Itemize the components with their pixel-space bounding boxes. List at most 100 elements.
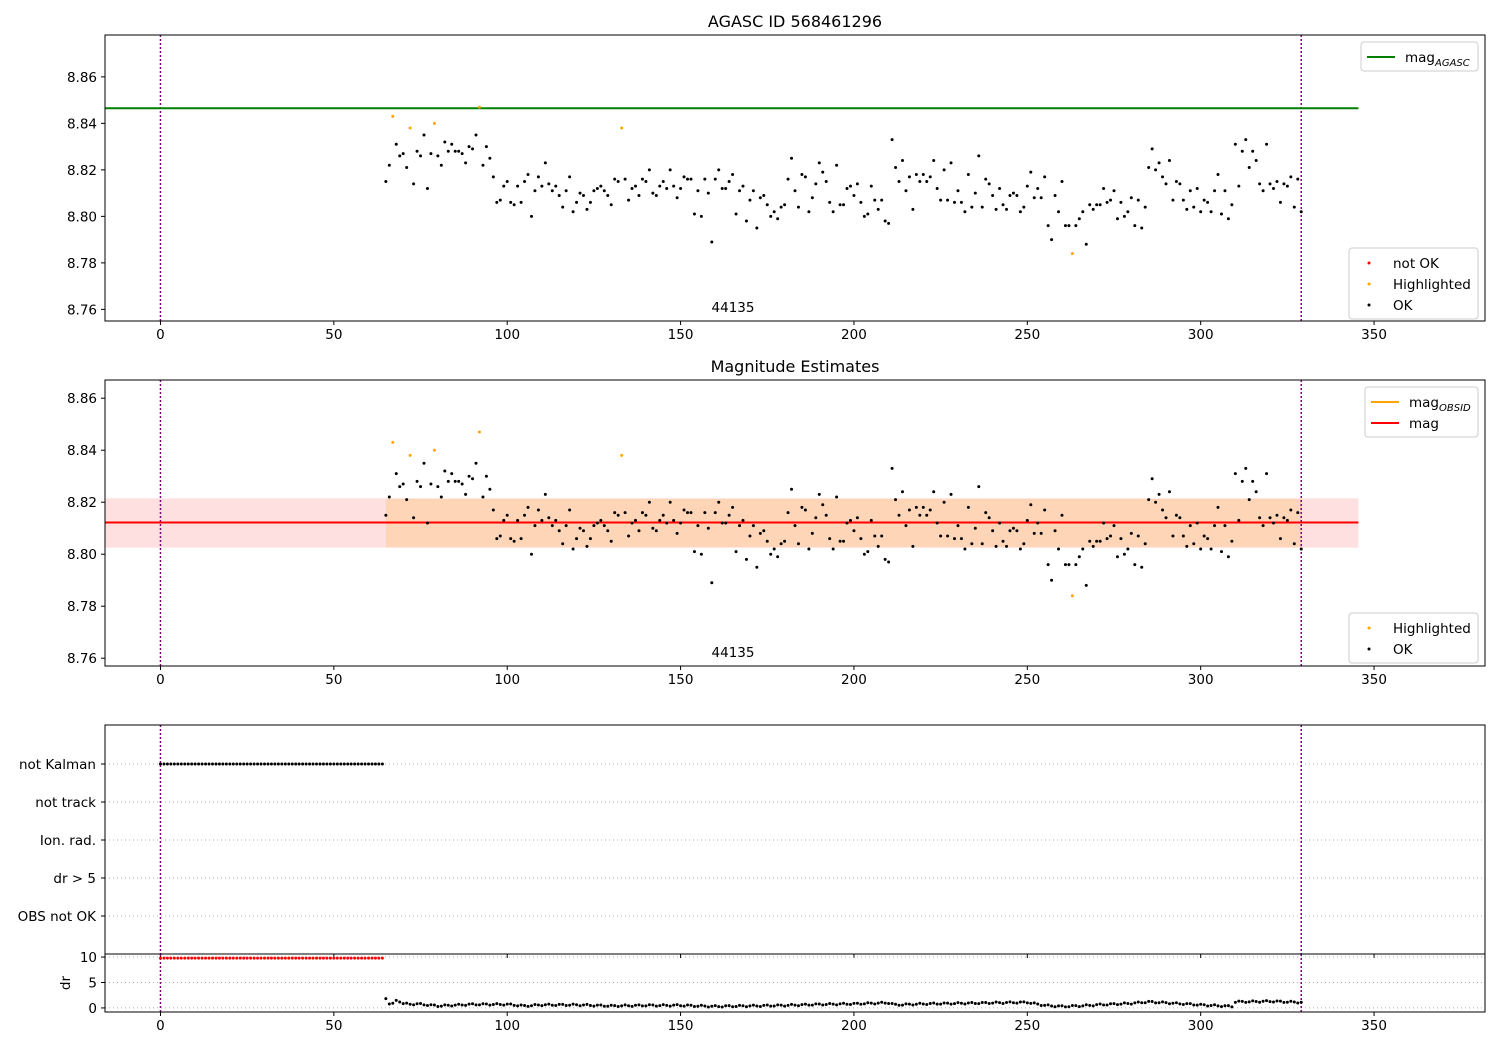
ok-point [828,537,832,541]
dr-point [998,1001,1002,1005]
ok-point [984,177,988,181]
dr-point [495,1002,499,1006]
ok-point [1268,516,1272,520]
highlighted-point [477,430,481,434]
ok-point [869,518,873,522]
dr-point [1126,1001,1130,1005]
dr-point [859,1002,863,1006]
ok-point [848,184,852,188]
ok-point [1230,539,1234,543]
ok-point [675,531,679,535]
ok-point [776,555,780,559]
ok-point [751,189,755,193]
dr-point [1015,1001,1019,1005]
not-kalman-point [373,762,377,766]
ok-point [550,189,554,193]
dr-point [1278,999,1282,1003]
ok-point [1032,196,1036,200]
flag-category-label: Ion. rad. [40,833,96,849]
ok-point [1174,513,1178,517]
dr-above-limit-point [325,956,329,960]
ok-point [1081,547,1085,551]
dr-point [1268,1000,1272,1004]
dr-point [1119,1002,1123,1006]
ok-point [744,219,748,223]
ok-point [536,508,540,512]
ok-point [831,210,835,214]
x-tick-label: 350 [1361,672,1387,688]
ok-point [1105,537,1109,541]
dr-point [616,1005,620,1009]
ok-point [460,482,464,486]
dr-point [890,1001,894,1005]
ok-point [498,198,502,202]
dr-point [848,1003,852,1007]
dr-point [776,1003,780,1007]
dr-point [1025,1001,1029,1005]
ok-point [800,173,804,177]
ok-point [1011,191,1015,195]
dr-above-limit-point [273,956,277,960]
ok-point [1095,203,1099,207]
ok-point [1237,184,1241,188]
ok-point [952,200,956,204]
dr-point [606,1004,610,1008]
ok-point [630,521,634,525]
ok-point [1178,516,1182,520]
ok-point [412,516,416,520]
ok-point [568,508,572,512]
dr-point [914,1002,918,1006]
ok-point [1299,210,1303,214]
dr-point [952,1002,956,1006]
ok-point [1244,138,1248,142]
ok-point [1202,534,1206,538]
y-tick-label: 8.86 [67,70,97,86]
y-tick-label: 0 [88,1001,97,1017]
dr-point [1271,1000,1275,1004]
dr-point [398,1000,402,1004]
not-kalman-point [262,762,266,766]
ok-point [647,500,651,504]
dr-point [1285,1000,1289,1004]
ok-point [928,508,932,512]
not-kalman-point [287,762,291,766]
ok-point [1278,537,1282,541]
ok-point [904,524,908,528]
dr-point [1088,1003,1092,1007]
dr-point [724,1004,728,1008]
dr-above-limit-point [315,956,319,960]
ok-point [1285,518,1289,522]
ok-point [783,203,787,207]
dr-above-limit-point [342,956,346,960]
dr-point [1202,1003,1206,1007]
ok-point [1112,524,1116,528]
ok-point [425,521,429,525]
ok-point [682,508,686,512]
dr-point [1178,1002,1182,1006]
dr-point [554,1004,558,1008]
highlighted-point [620,126,624,130]
ok-point [880,534,884,538]
ok-point [894,498,898,502]
dr-point [842,1001,846,1005]
dr-point [1143,1001,1147,1005]
not-kalman-point [294,762,298,766]
legend-box [1364,386,1479,438]
dr-point [1164,1001,1168,1005]
dr-point [1216,1004,1220,1008]
ok-point [661,513,665,517]
ok-point [1143,205,1147,209]
ok-point [443,469,447,473]
ok-point [946,534,950,538]
ok-point [1251,479,1255,483]
dr-above-limit-point [311,956,315,960]
dr-point [1195,1003,1199,1007]
ok-point [765,203,769,207]
ok-point [1022,542,1026,546]
not-kalman-point [290,762,294,766]
ok-point [817,492,821,496]
ok-point [814,516,818,520]
dr-above-limit-point [179,956,183,960]
dr-point [634,1003,638,1007]
ok-point [786,511,790,515]
